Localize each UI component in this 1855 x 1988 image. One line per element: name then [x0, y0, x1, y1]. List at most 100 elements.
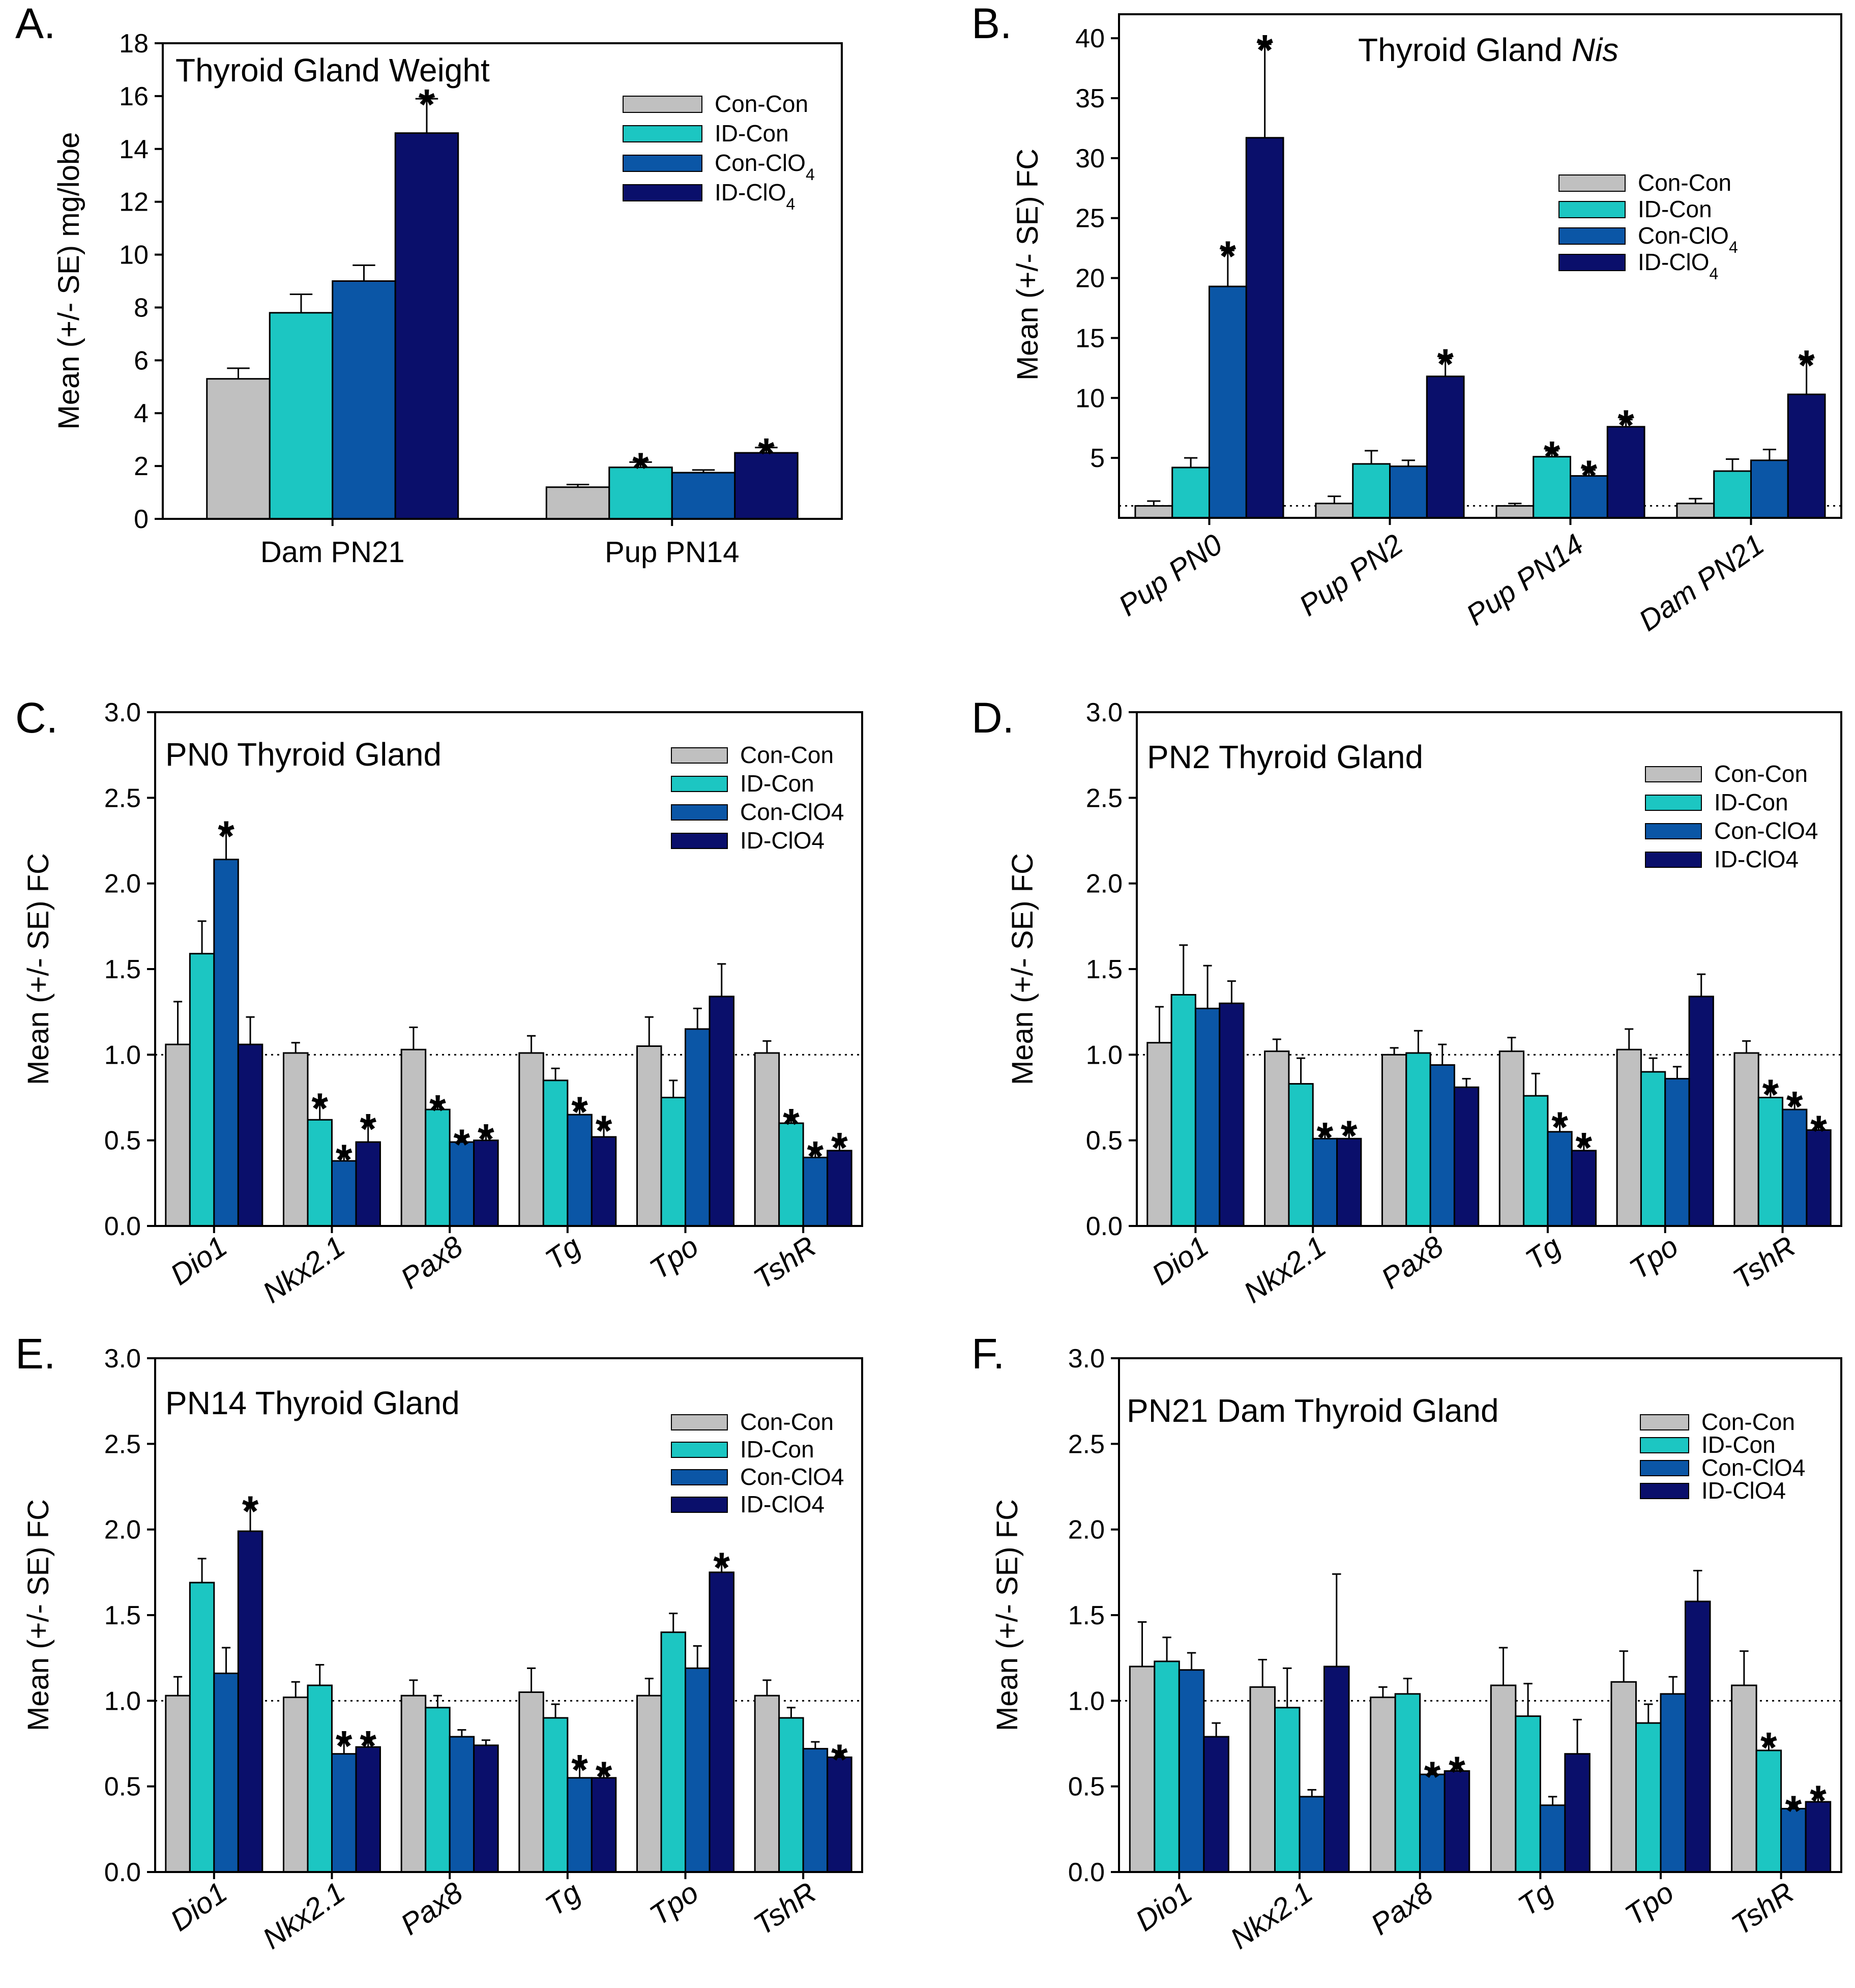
y-axis-label: Mean (+/- SE) FC — [1011, 149, 1044, 381]
bar — [307, 1684, 333, 1873]
bar — [1635, 1722, 1662, 1873]
bar — [709, 996, 734, 1227]
legend-label: ID-ClO4 — [1714, 846, 1799, 872]
legend-swatch — [1645, 766, 1702, 782]
legend-swatch — [1558, 227, 1626, 245]
category-label: Pup PN14 — [605, 536, 739, 569]
bar — [1209, 285, 1247, 519]
y-tick-label: 3.0 — [104, 1344, 141, 1373]
y-tick-label: 8 — [134, 293, 149, 323]
bar — [685, 1028, 711, 1227]
category-label: Dio1 — [1130, 1876, 1198, 1938]
legend-label: Con-Con — [1714, 761, 1808, 787]
y-tick-label: 12 — [119, 188, 149, 217]
chart-title: PN14 Thyroid Gland — [165, 1385, 460, 1421]
bar — [1245, 137, 1284, 519]
significance-star: * — [1785, 1787, 1802, 1835]
significance-star: * — [1810, 1106, 1827, 1154]
panel-letter: C. — [15, 694, 58, 742]
bar — [1498, 1050, 1525, 1227]
bar — [802, 1748, 829, 1873]
bar — [1203, 1736, 1229, 1873]
legend-swatch — [1558, 201, 1626, 218]
chart-title: PN2 Thyroid Gland — [1147, 739, 1423, 775]
legend-swatch — [1645, 795, 1702, 811]
bar — [1405, 1052, 1431, 1227]
bar — [1219, 1002, 1245, 1227]
y-tick-label: 2.5 — [104, 783, 141, 813]
bar — [283, 1052, 309, 1227]
bar — [636, 1694, 662, 1873]
chart-panel: A. * * * 0 2 4 6 8 10 12 14 16 18 Dam PN21 Pup PN14 Mean… — [15, 0, 843, 569]
bar — [754, 1694, 780, 1873]
legend-swatch — [671, 1442, 728, 1458]
legend-label: ID-Con — [740, 1436, 814, 1463]
bar — [165, 1694, 191, 1873]
legend-swatch — [623, 184, 702, 201]
bar — [332, 280, 396, 520]
y-tick-label: 18 — [119, 29, 149, 59]
y-tick-label: 2.0 — [1086, 869, 1123, 899]
bar — [636, 1045, 662, 1227]
bar — [1170, 994, 1196, 1227]
significance-star: * — [1437, 340, 1454, 388]
bar — [660, 1631, 686, 1873]
significance-star: * — [360, 1105, 376, 1153]
legend-label: ID-Con — [1714, 789, 1788, 815]
category-label: Dam PN21 — [260, 536, 405, 569]
bar — [1194, 1007, 1221, 1227]
legend-label: Con-Con — [1638, 169, 1731, 196]
legend-label: ID-ClO4 — [715, 179, 795, 213]
significance-star: * — [1798, 341, 1815, 389]
category-label: Dam PN21 — [1633, 528, 1770, 637]
legend-swatch — [671, 776, 728, 792]
category-label: TshR — [748, 1230, 822, 1296]
significance-star: * — [336, 1136, 352, 1184]
bar — [1419, 1773, 1446, 1873]
significance-star: * — [360, 1722, 376, 1770]
legend-label: ID-Con — [740, 770, 814, 797]
significance-star: * — [1581, 452, 1598, 500]
legend-label: Con-ClO4 — [740, 1464, 844, 1490]
significance-star: * — [596, 1752, 612, 1800]
bar — [1750, 459, 1789, 519]
y-tick-label: 20 — [1075, 264, 1105, 294]
legend-label: ID-Con — [715, 120, 789, 147]
bar — [355, 1141, 381, 1227]
significance-star: * — [1449, 1747, 1465, 1795]
bar — [400, 1048, 427, 1227]
y-tick-label: 1.5 — [1068, 1601, 1105, 1630]
bar — [1315, 503, 1354, 519]
chart-title: PN0 Thyroid Gland — [165, 736, 441, 773]
bar — [1370, 1697, 1396, 1873]
bar — [827, 1756, 852, 1873]
category-label: Nkx2.1 — [1224, 1876, 1318, 1955]
significance-star: * — [429, 1086, 446, 1134]
category-label: Tpo — [644, 1876, 704, 1932]
bar — [425, 1108, 451, 1227]
y-tick-label: 2.5 — [1086, 783, 1123, 813]
legend-swatch — [1640, 1437, 1689, 1453]
bar — [1429, 1064, 1455, 1227]
legend-label: ID-ClO4 — [1638, 249, 1718, 283]
significance-star: * — [218, 812, 234, 860]
category-label: Pax8 — [1365, 1876, 1439, 1941]
significance-star: * — [1424, 1752, 1441, 1800]
legend-label: ID-Con — [1638, 196, 1712, 222]
significance-star: * — [1341, 1112, 1358, 1159]
bar — [1490, 1684, 1517, 1873]
significance-star: * — [807, 1132, 824, 1180]
bar — [567, 1114, 593, 1227]
y-tick-label: 0.0 — [1068, 1858, 1105, 1887]
y-tick-label: 35 — [1075, 84, 1105, 113]
plot-frame — [1118, 13, 1842, 519]
plot-frame — [162, 42, 843, 520]
y-tick-label: 3.0 — [104, 698, 141, 727]
bar — [518, 1691, 544, 1873]
category-label: Dio1 — [164, 1876, 233, 1938]
bar — [734, 452, 799, 520]
y-tick-label: 2.5 — [1068, 1429, 1105, 1459]
y-tick-label: 3.0 — [1086, 698, 1123, 727]
